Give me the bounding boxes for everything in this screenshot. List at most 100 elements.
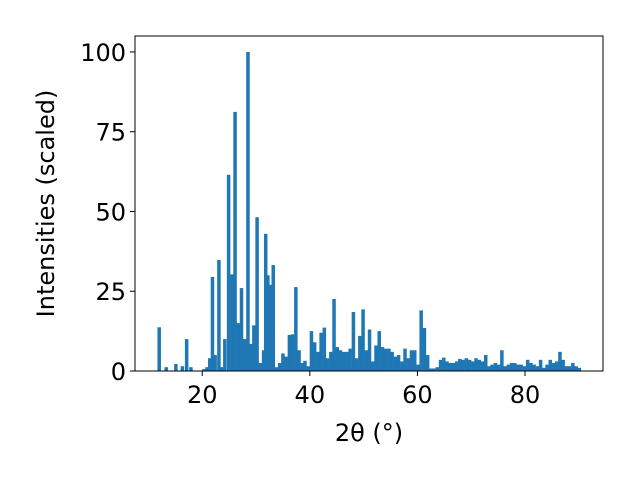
bar — [294, 287, 298, 371]
bar — [271, 265, 275, 371]
bar — [164, 367, 168, 371]
bar — [252, 325, 256, 371]
bar — [558, 351, 562, 371]
y-tick-label: 0 — [111, 358, 126, 386]
bar — [371, 361, 375, 371]
bar — [545, 364, 549, 371]
bar — [425, 355, 430, 371]
bar — [189, 367, 193, 371]
bar — [319, 332, 323, 371]
bar — [242, 339, 247, 371]
bar — [335, 347, 340, 371]
bar — [219, 367, 224, 371]
bar — [496, 364, 501, 371]
bar — [239, 288, 244, 371]
bar — [284, 356, 288, 371]
bar — [297, 350, 301, 371]
bar — [422, 327, 427, 371]
y-tick-label: 25 — [95, 278, 126, 306]
bar — [522, 366, 527, 371]
bar — [184, 339, 189, 371]
bar — [513, 363, 517, 371]
bar — [351, 311, 356, 371]
bar — [208, 358, 212, 371]
bar — [561, 359, 565, 371]
bar — [442, 357, 446, 371]
y-axis: 0 25 50 75 100 — [80, 39, 135, 386]
x-axis: 20 40 60 80 — [187, 371, 540, 409]
bar — [412, 350, 417, 371]
bar — [406, 358, 411, 371]
bar — [367, 329, 372, 371]
bar — [338, 350, 343, 371]
bar — [451, 363, 456, 371]
bar — [409, 350, 414, 371]
bar — [205, 367, 209, 371]
bar — [354, 358, 359, 371]
bar — [236, 323, 241, 371]
bar — [432, 368, 436, 371]
bar — [464, 358, 469, 371]
bar — [542, 367, 546, 371]
bar — [157, 327, 161, 371]
bar — [519, 364, 523, 371]
bar — [474, 358, 478, 371]
bar — [364, 350, 369, 371]
bar — [471, 361, 475, 371]
y-tick-label: 100 — [80, 39, 126, 67]
bar — [217, 259, 221, 371]
bar — [246, 51, 250, 371]
y-tick-label: 75 — [95, 119, 126, 147]
bar — [554, 361, 559, 371]
bar — [309, 331, 314, 371]
bar — [266, 275, 270, 371]
y-axis-label: Intensities (scaled) — [32, 90, 60, 318]
x-axis-label: 2θ (°) — [335, 419, 403, 447]
bar — [461, 359, 465, 371]
bar — [419, 310, 423, 371]
bar — [255, 217, 259, 371]
bar — [202, 369, 206, 371]
bar — [322, 327, 327, 371]
bar — [390, 351, 394, 371]
bar — [416, 364, 420, 371]
bar — [403, 348, 407, 371]
bar — [487, 366, 491, 371]
bars-group — [157, 51, 582, 372]
bar — [341, 351, 346, 371]
bar — [503, 366, 507, 371]
bar — [509, 363, 514, 371]
bar — [380, 347, 385, 371]
bar — [312, 342, 317, 371]
x-tick-label: 60 — [402, 381, 433, 409]
bar — [281, 353, 285, 371]
bar — [529, 363, 533, 371]
bar — [329, 351, 333, 371]
bar — [571, 363, 575, 371]
bar — [290, 334, 295, 371]
bar — [477, 359, 482, 371]
x-tick-label: 40 — [295, 381, 326, 409]
x-tick-label: 80 — [510, 381, 541, 409]
bar — [458, 358, 462, 371]
bar — [361, 309, 365, 371]
bar — [226, 174, 231, 371]
bar — [180, 366, 185, 371]
bar — [538, 359, 543, 371]
bar — [438, 359, 443, 371]
bar — [174, 363, 178, 371]
bar — [306, 366, 310, 371]
bar — [213, 355, 217, 371]
bar — [303, 360, 307, 371]
bar — [230, 274, 234, 371]
bar — [490, 364, 494, 371]
bar — [300, 363, 305, 371]
bar — [383, 348, 388, 371]
bar — [506, 364, 511, 371]
bar — [263, 233, 268, 371]
bar — [445, 361, 449, 371]
bar — [374, 345, 378, 371]
bar — [396, 355, 401, 371]
bar — [429, 368, 433, 371]
